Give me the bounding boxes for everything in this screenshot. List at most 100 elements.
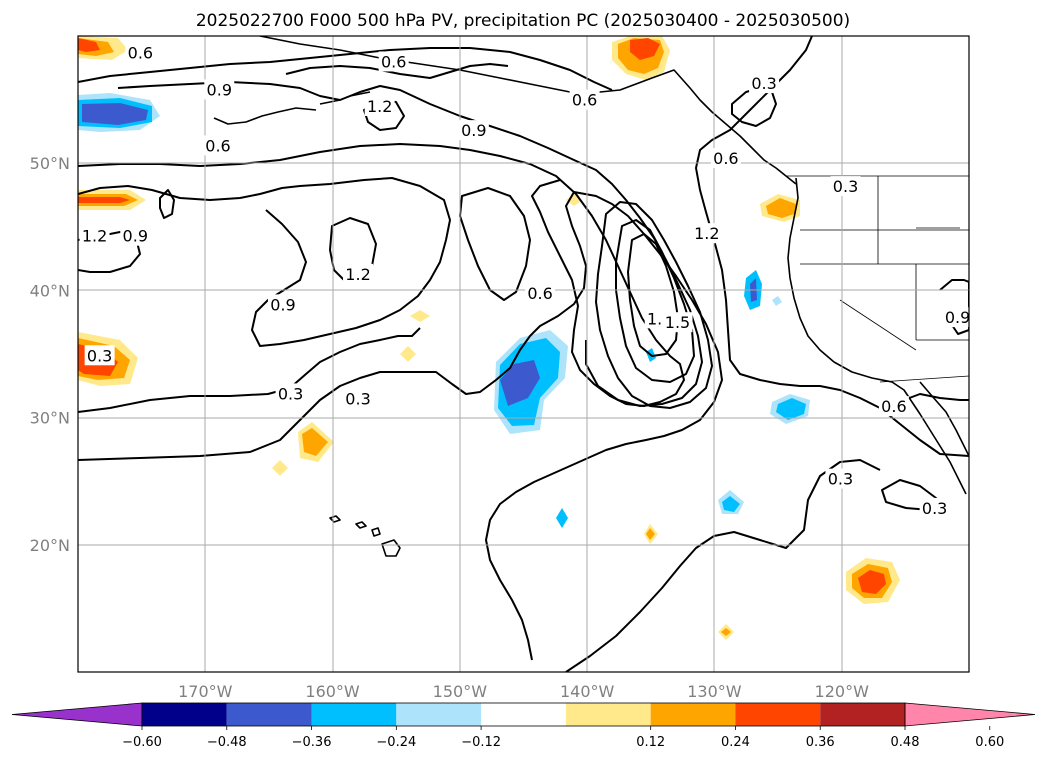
contour-label: 0.6 (381, 52, 406, 71)
contour-label: 0.3 (278, 384, 303, 403)
baja-gulf-coast (919, 381, 969, 457)
precip-positive-area (721, 628, 731, 636)
pv-contour-0.6-north (78, 47, 613, 91)
contour-label: 0.9 (461, 121, 486, 140)
map-content: 0.6 0.9 0.6 1.2 0.9 0.3 0.9 1.2 0.3 0.3 1.2 0.6 0.9 0… (78, 36, 970, 672)
lat-tick-label: 20°N (30, 536, 70, 555)
pv-contour-0.6-southwest (903, 393, 969, 401)
contour-label-background (203, 135, 234, 156)
contour-label-background (825, 468, 856, 489)
pv-contour-0.9-east (939, 279, 969, 335)
precip-negative-core (82, 103, 148, 125)
pv-contour-1.5-trough (615, 219, 695, 383)
lon-tick-label: 130°W (687, 682, 742, 701)
contour-label: 1.2 (367, 97, 392, 116)
precip-positive-core (630, 38, 660, 60)
colorbar-swatch (565, 703, 651, 726)
contour-label: 1.5 (665, 313, 690, 332)
contour-label: 0.9 (123, 227, 148, 246)
colorbar-swatch (226, 703, 312, 726)
lat-tick-label: 50°N (30, 154, 70, 173)
contour-label-background (878, 396, 909, 417)
us-west-coast (787, 177, 967, 495)
colorbar-tick-label: −0.36 (292, 735, 332, 750)
colorbar-swatch (396, 703, 482, 726)
colorbar-tick-label: 0.12 (636, 735, 665, 750)
contour-label: 1.2 (82, 227, 107, 246)
colorbar-swatch (311, 703, 397, 726)
pv-contour-0.6-closed-ridge (459, 187, 531, 301)
precip-negative-area (776, 398, 806, 420)
contour-label: 0.9 (945, 308, 970, 327)
colorbar-tick-label: −0.24 (376, 735, 416, 750)
precip-positive-area (766, 198, 796, 218)
lon-tick-label: 150°W (433, 682, 488, 701)
contour-label: 0.6 (572, 91, 597, 110)
pv-contour-1.2-westedge (159, 189, 175, 219)
precip-positive-area (272, 460, 288, 476)
contour-label-background (942, 307, 969, 328)
contour-label-background (125, 42, 156, 63)
pv-contour-0.9-alaska (285, 63, 509, 79)
colorbar-under-extend (11, 702, 143, 727)
precip-negative-area (772, 296, 782, 306)
contour-label-background (364, 95, 395, 116)
colorbar-tick-label: 0.48 (891, 735, 920, 750)
precip-positive-core (78, 38, 100, 52)
precip-positive-core (78, 197, 130, 203)
colorbar-tick-label: 0.60 (975, 735, 1004, 750)
contour-label-background (204, 79, 235, 100)
us-mexico-border (879, 375, 969, 383)
pv-contour-0.3-west (78, 327, 421, 413)
lon-tick-label: 160°W (305, 682, 360, 701)
contour-label-background (830, 176, 861, 197)
longitude-tick-labels: 170°W 160°W 150°W 140°W 130°W 120°W (178, 682, 869, 701)
contour-label-background (662, 312, 693, 333)
precip-positive-core (858, 570, 886, 594)
pv-contour-0.6-main (78, 143, 685, 407)
lon-tick-label: 170°W (178, 682, 233, 701)
colorbar-over-extend (904, 702, 1036, 727)
hawaii-islands (329, 515, 401, 557)
contour-label: 0.3 (828, 470, 853, 489)
colorbar-swatch (735, 703, 821, 726)
lon-tick-label: 120°W (815, 682, 870, 701)
colorbar-tick-label: 0.36 (806, 735, 835, 750)
contour-label: 0.9 (207, 80, 232, 99)
contour-label: 1.2 (345, 265, 370, 284)
contour-label-background (749, 73, 780, 94)
latitude-tick-labels: 50°N 40°N 30°N 20°N (30, 154, 70, 555)
precip-positive-area (302, 428, 328, 456)
contour-label-background (343, 263, 374, 284)
contour-label: 0.9 (270, 295, 295, 314)
colorbar-swatch (650, 703, 736, 726)
lat-tick-label: 30°N (30, 409, 70, 428)
contour-label: 1.2 (694, 224, 719, 243)
precip-positive-area (646, 528, 655, 540)
contour-label-background (710, 148, 741, 169)
pv-contour-1.8-trough (627, 233, 679, 357)
contour-label-background (919, 497, 950, 518)
contour-label: 0.6 (205, 136, 230, 155)
precip-negative-area (722, 496, 740, 512)
political-borders (786, 175, 969, 383)
contour-label-background (343, 388, 374, 409)
colorbar-swatch (481, 703, 566, 726)
precip-positive-area (400, 346, 416, 362)
contour-label-layer: 0.6 0.9 0.6 1.2 0.9 0.3 0.9 1.2 0.3 0.3 1.2 0.6 0.9 0… (79, 42, 970, 518)
contour-label-background (120, 225, 151, 246)
contour-label: 0.6 (713, 149, 738, 168)
precip-positive-area (410, 310, 430, 322)
precip-negative-area (556, 508, 568, 528)
contour-label-background (84, 345, 115, 366)
figure-title: 2025022700 F000 500 hPa PV, precipitatio… (196, 11, 850, 31)
pv-contour-0.3-south (78, 191, 723, 661)
map-frame (77, 35, 970, 673)
colorbar-tick-label: −0.60 (122, 735, 162, 750)
contour-label-background (569, 89, 600, 110)
contour-label-background (79, 225, 110, 246)
contour-label: 0.3 (922, 499, 947, 518)
contour-label-background (691, 223, 722, 244)
pv-contour-0.9-north (117, 81, 703, 407)
